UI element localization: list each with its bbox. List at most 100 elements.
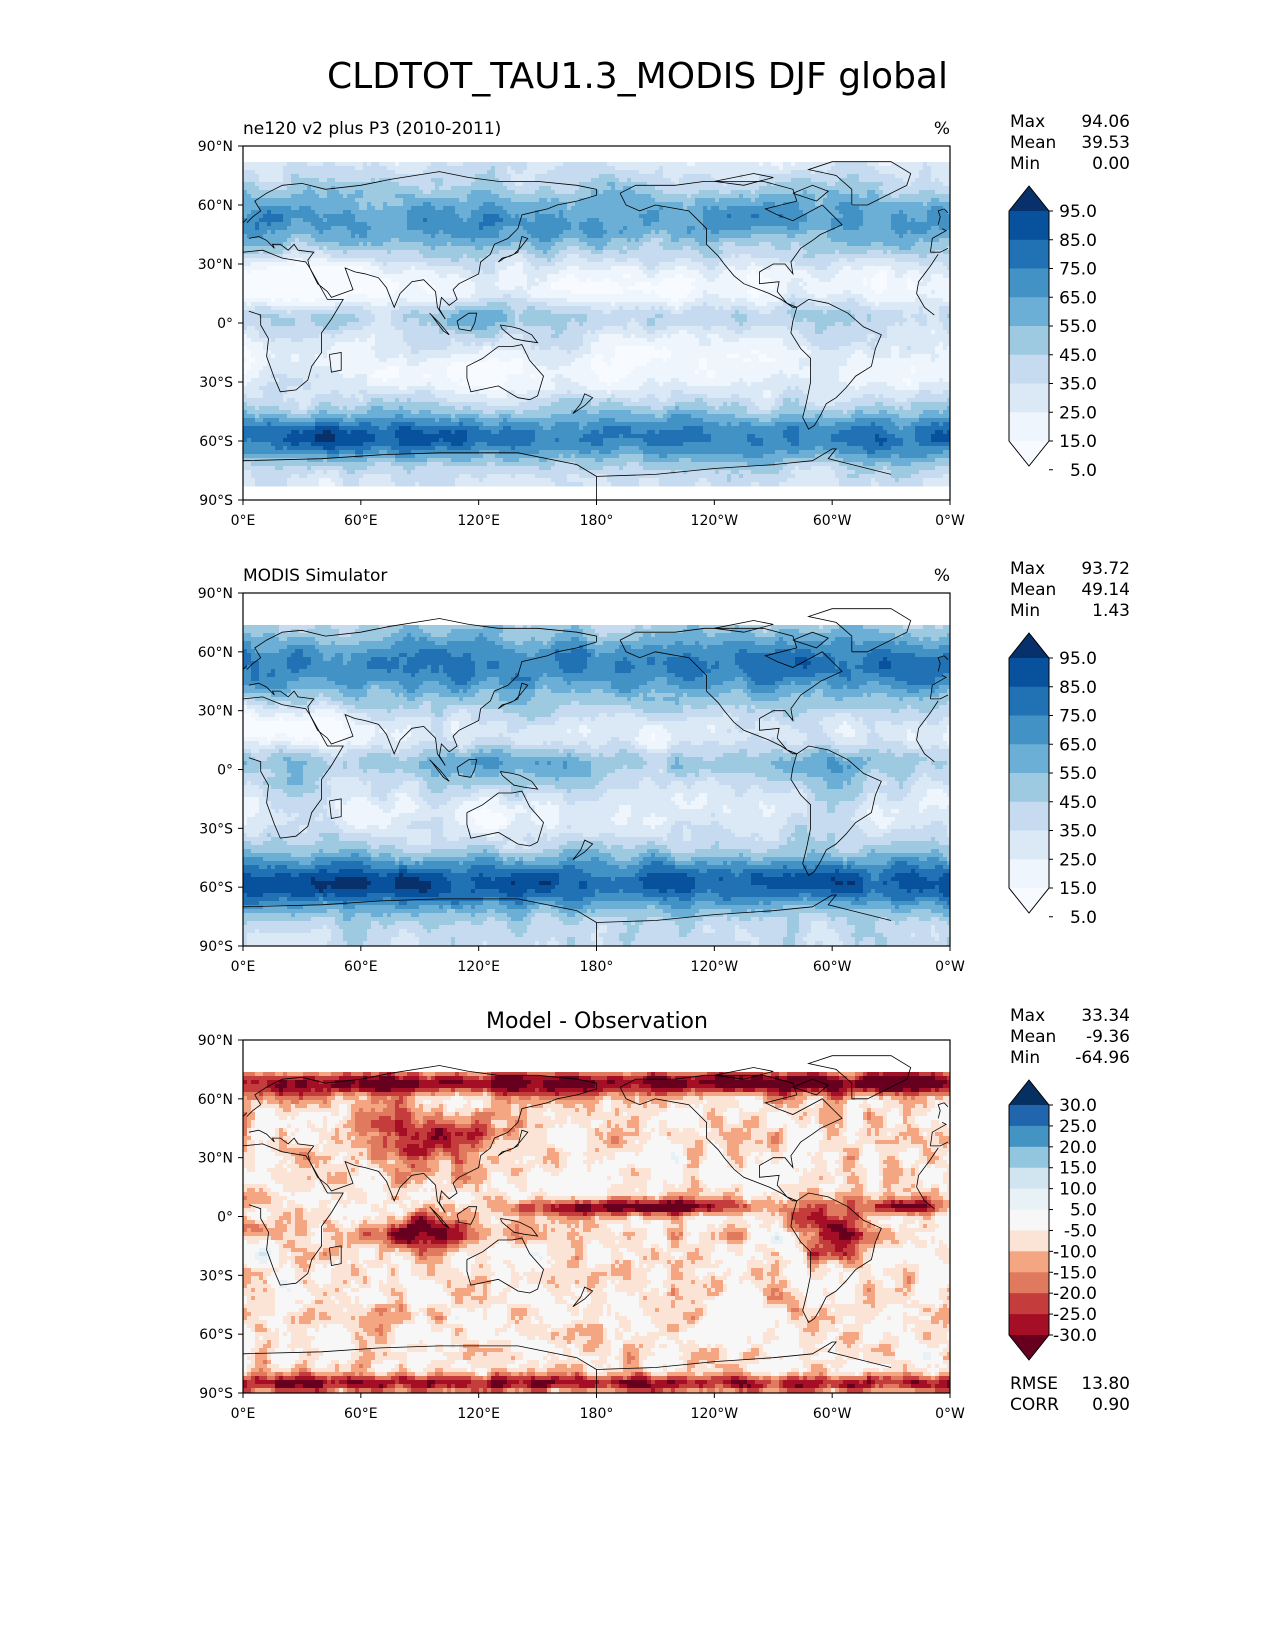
field-cell xyxy=(575,222,580,227)
field-cell xyxy=(391,186,396,191)
field-cell xyxy=(335,226,340,231)
field-cell xyxy=(327,262,332,267)
field-cell xyxy=(503,242,508,247)
field-cell xyxy=(471,210,476,215)
field-cell xyxy=(875,266,880,271)
field-cell xyxy=(875,238,880,243)
field-cell xyxy=(931,182,936,187)
field-cell xyxy=(835,194,840,199)
field-cell xyxy=(823,202,828,207)
field-cell xyxy=(419,238,424,243)
field-cell xyxy=(779,234,784,239)
field-cell xyxy=(823,214,828,219)
field-cell xyxy=(727,222,732,227)
field-cell xyxy=(523,266,528,271)
field-cell xyxy=(851,270,856,275)
field-cell xyxy=(543,194,548,199)
field-cell xyxy=(867,206,872,211)
field-cell xyxy=(243,230,248,235)
field-cell xyxy=(467,222,472,227)
field-cell xyxy=(455,258,460,263)
field-cell xyxy=(887,238,892,243)
field-cell xyxy=(675,214,680,219)
field-cell xyxy=(755,262,760,267)
field-cell xyxy=(447,214,452,219)
field-cell xyxy=(363,234,368,239)
field-cell xyxy=(875,162,880,167)
field-cell xyxy=(759,234,764,239)
field-cell xyxy=(547,170,552,175)
field-cell xyxy=(471,174,476,179)
field-cell xyxy=(483,202,488,207)
field-cell xyxy=(775,174,780,179)
field-cell xyxy=(695,210,700,215)
field-cell xyxy=(555,234,560,239)
field-cell xyxy=(791,230,796,235)
field-cell xyxy=(495,186,500,191)
field-cell xyxy=(691,186,696,191)
field-cell xyxy=(683,230,688,235)
field-cell xyxy=(451,234,456,239)
field-cell xyxy=(755,218,760,223)
field-cell xyxy=(375,230,380,235)
field-cell xyxy=(703,266,708,271)
field-cell xyxy=(791,210,796,215)
field-cell xyxy=(519,266,524,271)
field-cell xyxy=(743,178,748,183)
field-cell xyxy=(531,238,536,243)
field-cell xyxy=(911,194,916,199)
field-cell xyxy=(899,214,904,219)
field-cell xyxy=(439,250,444,255)
field-cell xyxy=(559,262,564,267)
field-cell xyxy=(623,270,628,275)
field-cell xyxy=(327,210,332,215)
field-cell xyxy=(783,162,788,167)
field-cell xyxy=(627,226,632,231)
field-cell xyxy=(903,218,908,223)
field-cell xyxy=(699,174,704,179)
field-cell xyxy=(679,222,684,227)
field-cell xyxy=(395,202,400,207)
field-cell xyxy=(947,170,950,175)
field-cell xyxy=(799,178,804,183)
field-cell xyxy=(295,262,300,267)
field-cell xyxy=(299,270,304,275)
field-cell xyxy=(843,202,848,207)
field-cell xyxy=(635,246,640,251)
field-cell xyxy=(475,258,480,263)
field-cell xyxy=(559,230,564,235)
field-cell xyxy=(595,170,600,175)
field-cell xyxy=(247,174,252,179)
field-cell xyxy=(863,222,868,227)
field-cell xyxy=(871,234,876,239)
field-cell xyxy=(255,242,260,247)
field-cell xyxy=(935,174,940,179)
field-cell xyxy=(403,266,408,271)
field-cell xyxy=(287,206,292,211)
field-cell xyxy=(487,270,492,275)
field-cell xyxy=(663,182,668,187)
field-cell xyxy=(275,166,280,171)
field-cell xyxy=(335,234,340,239)
field-cell xyxy=(447,170,452,175)
field-cell xyxy=(391,222,396,227)
field-cell xyxy=(331,234,336,239)
field-cell xyxy=(363,214,368,219)
field-cell xyxy=(295,170,300,175)
field-cell xyxy=(727,206,732,211)
field-cell xyxy=(839,238,844,243)
field-cell xyxy=(519,230,524,235)
field-cell xyxy=(747,190,752,195)
field-cell xyxy=(507,270,512,275)
field-cell xyxy=(271,198,276,203)
field-cell xyxy=(323,202,328,207)
field-cell xyxy=(611,242,616,247)
field-cell xyxy=(439,218,444,223)
field-cell xyxy=(595,202,600,207)
field-cell xyxy=(539,270,544,275)
field-cell xyxy=(643,266,648,271)
field-cell xyxy=(303,222,308,227)
field-cell xyxy=(251,206,256,211)
field-cell xyxy=(371,210,376,215)
field-cell xyxy=(923,214,928,219)
